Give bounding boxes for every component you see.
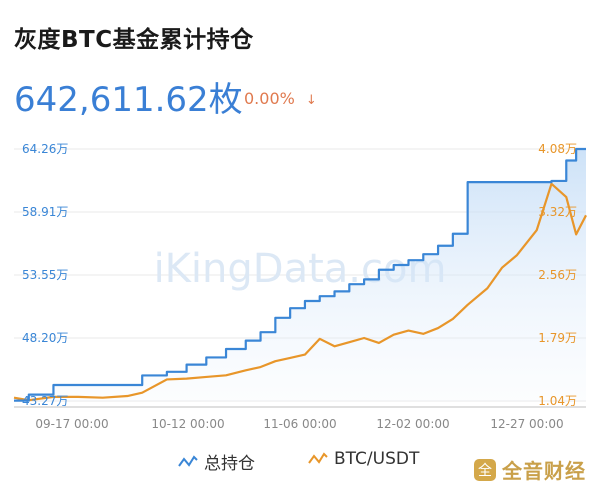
holdings-legend-icon bbox=[178, 454, 198, 467]
axis-labels: 43.27万 1.04万 48.20万 1.79万 53.55万 2.56万 58.91万 3… bbox=[22, 142, 577, 431]
left-tick-label: 43.27万 bbox=[22, 394, 68, 408]
price-series-line bbox=[13, 182, 587, 402]
brand-name: 全音财经 bbox=[502, 459, 586, 483]
right-tick-label: 3.32万 bbox=[538, 205, 577, 219]
legend-price-label: BTC/USDT bbox=[334, 449, 420, 469]
change-percent: 0.00% bbox=[244, 89, 295, 108]
x-tick-label: 10-12 00:00 bbox=[151, 417, 224, 431]
left-tick-label: 53.55万 bbox=[22, 268, 68, 282]
x-tick-label: 09-17 00:00 bbox=[35, 417, 108, 431]
price-legend-icon bbox=[308, 452, 328, 464]
holdings-value: 642,611.62枚 bbox=[14, 80, 243, 120]
right-tick-label: 1.79万 bbox=[538, 331, 577, 345]
holdings-series-line bbox=[14, 147, 586, 402]
right-tick-label: 4.08万 bbox=[538, 142, 577, 156]
brand-icon: 全 bbox=[474, 458, 496, 481]
left-tick-label: 64.26万 bbox=[22, 142, 68, 156]
right-tick-label: 2.56万 bbox=[538, 268, 577, 282]
legend-holdings[interactable]: 总持仓 bbox=[178, 449, 255, 474]
x-tick-label: 11-06 00:00 bbox=[263, 417, 336, 431]
legend-price[interactable]: BTC/USDT bbox=[308, 449, 419, 469]
x-tick-label: 12-27 00:00 bbox=[490, 417, 563, 431]
holdings-area bbox=[14, 149, 586, 401]
right-tick-label: 1.04万 bbox=[538, 394, 577, 408]
down-arrow-icon: ↓ bbox=[305, 93, 317, 108]
legend-holdings-label: 总持仓 bbox=[204, 454, 255, 474]
chart-title: 灰度BTC基金累计持仓 bbox=[14, 27, 254, 53]
left-tick-label: 48.20万 bbox=[22, 331, 68, 345]
change-indicator: 0.00% ↓ bbox=[244, 89, 317, 108]
left-tick-label: 58.91万 bbox=[22, 205, 68, 219]
x-tick-label: 12-02 00:00 bbox=[376, 417, 449, 431]
brand-logo: 全 全音财经 bbox=[474, 455, 586, 484]
